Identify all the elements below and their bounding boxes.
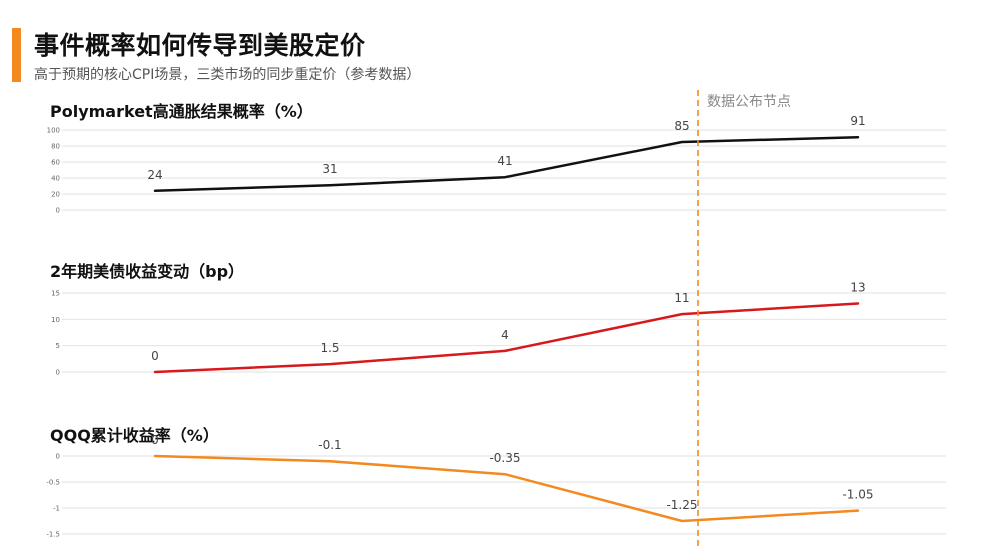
y-tick-label-1-5: 100 bbox=[47, 127, 60, 135]
title-accent-bar bbox=[12, 28, 21, 82]
panel-title-2: 2年期美债收益变动（bp） bbox=[50, 262, 244, 281]
y-tick-label-1-1: 20 bbox=[51, 191, 60, 199]
data-label-1-4: 91 bbox=[850, 114, 865, 128]
y-tick-label-2-0: 0 bbox=[56, 369, 60, 377]
y-tick-label-2-2: 10 bbox=[51, 316, 60, 324]
data-label-2-1: 1.5 bbox=[320, 341, 339, 355]
y-tick-label-3-2: -1 bbox=[53, 505, 60, 513]
y-tick-label-3-1: -0.5 bbox=[46, 479, 60, 487]
data-label-1-2: 41 bbox=[497, 154, 512, 168]
data-label-3-0: 0 bbox=[151, 433, 159, 447]
data-label-2-3: 11 bbox=[674, 291, 689, 305]
y-tick-label-1-0: 0 bbox=[56, 207, 60, 215]
y-tick-label-1-2: 40 bbox=[51, 175, 60, 183]
y-tick-label-2-1: 5 bbox=[56, 342, 60, 350]
data-label-3-3: -1.25 bbox=[666, 498, 697, 512]
series-line-1 bbox=[153, 135, 860, 193]
y-tick-label-3-3: -1.5 bbox=[46, 531, 60, 539]
data-label-1-3: 85 bbox=[674, 119, 689, 133]
data-label-2-4: 13 bbox=[850, 281, 865, 295]
data-label-3-2: -0.35 bbox=[489, 451, 520, 465]
y-tick-label-3-0: 0 bbox=[56, 453, 60, 461]
y-tick-label-1-4: 80 bbox=[51, 143, 60, 151]
data-label-2-2: 4 bbox=[501, 328, 509, 342]
y-tick-label-1-3: 60 bbox=[51, 159, 60, 167]
panel-title-3: QQQ累计收益率（%） bbox=[50, 426, 219, 445]
data-label-1-0: 24 bbox=[147, 168, 162, 182]
panel-title-1: Polymarket高通胀结果概率（%） bbox=[50, 102, 313, 121]
series-line-3 bbox=[153, 454, 860, 523]
data-label-1-1: 31 bbox=[322, 162, 337, 176]
event-marker-label: 数据公布节点 bbox=[707, 94, 791, 110]
data-label-3-4: -1.05 bbox=[842, 488, 873, 502]
data-label-3-1: -0.1 bbox=[318, 438, 341, 452]
series-line-2 bbox=[153, 302, 860, 374]
page-subtitle: 高于预期的核心CPI场景，三类市场的同步重定价（参考数据） bbox=[34, 67, 421, 83]
y-tick-label-2-3: 15 bbox=[51, 290, 60, 298]
page-title: 事件概率如何传导到美股定价 bbox=[34, 31, 366, 60]
data-label-2-0: 0 bbox=[151, 349, 159, 363]
